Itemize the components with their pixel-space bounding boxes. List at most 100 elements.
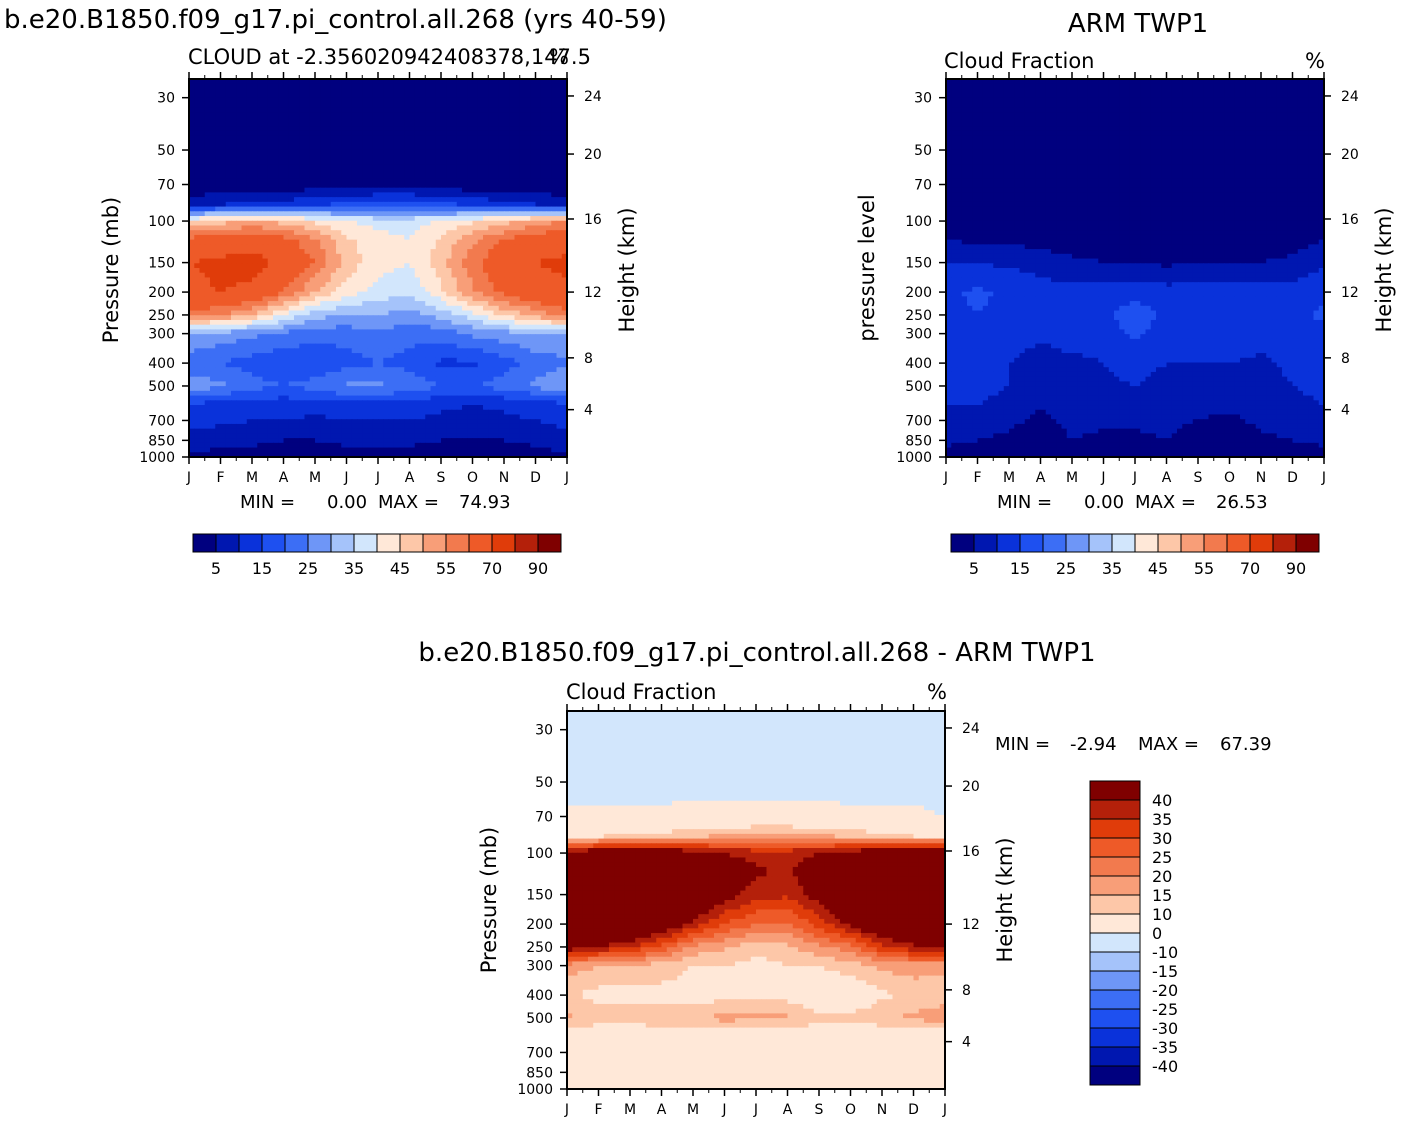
field-cell [525,367,531,373]
field-cell [472,216,479,222]
field-cell [435,239,442,245]
field-cell [309,102,316,108]
field-cell [504,282,510,288]
field-cell [367,357,374,364]
field-cell [346,286,353,293]
field-cell [519,395,526,401]
field-cell [267,310,274,316]
field-cell [425,102,432,108]
field-cell [378,381,384,387]
field-cell [367,338,374,345]
field-cell [493,197,500,203]
field-cell [530,334,537,340]
field-cell [477,268,484,274]
field-cell [231,249,237,255]
field-cell [504,286,510,293]
field-cell [346,220,353,227]
field-cell [257,121,264,127]
field-cell [351,272,358,279]
field-cell [351,353,358,359]
field-cell [551,102,558,108]
field-cell [199,220,206,227]
field-cell [367,164,374,170]
field-cell [462,79,468,85]
field-cell [304,211,311,217]
field-cell [498,348,505,354]
field-cell [409,244,416,250]
field-cell [220,296,227,302]
field-cell [252,324,258,331]
field-cell [446,343,453,349]
field-cell [425,182,432,189]
field-cell [493,173,500,179]
field-cell [273,362,279,368]
panel1-subtitle: CLOUD at -2.356020942408378,147.5 [188,45,591,69]
field-cell [509,348,516,354]
field-cell [472,338,479,345]
field-cell [194,381,201,387]
field-cell [278,182,285,189]
field-cell [273,310,279,316]
field-cell [535,334,542,340]
field-cell [304,286,311,293]
field-cell [535,79,542,85]
field-cell [493,277,500,283]
field-cell [189,371,195,378]
field-cell [435,390,442,397]
field-cell [341,135,348,142]
field-cell [414,353,421,359]
field-cell [362,173,369,179]
field-cell [262,371,269,378]
field-cell [378,88,384,94]
field-cell [483,334,489,340]
field-cell [388,301,395,307]
field-cell [420,395,426,401]
field-cell [294,310,300,316]
field-cell [204,324,211,331]
field-cell [409,348,416,354]
field-cell [456,201,463,208]
field-cell [462,145,468,151]
field-cell [514,93,521,99]
field-cell [404,334,411,340]
field-cell [351,301,358,307]
field-cell [204,376,211,383]
field-cell [477,258,484,264]
field-cell [420,121,426,127]
field-cell [467,130,474,137]
field-cell [325,258,332,264]
field-cell [530,371,537,378]
field-cell [509,145,516,151]
field-cell [525,362,531,368]
field-cell [561,395,568,401]
field-cell [388,112,395,118]
field-cell [283,93,290,99]
field-cell [493,83,500,90]
field-cell [241,93,248,99]
field-cell [498,140,505,146]
field-cell [294,315,300,321]
field-cell [509,230,516,236]
field-cell [288,338,295,345]
field-cell [525,116,531,123]
field-cell [194,258,201,264]
field-cell [530,362,537,368]
field-cell [262,286,269,293]
field-cell [488,348,495,354]
field-cell [399,395,405,401]
field-cell [246,173,253,179]
field-cell [561,324,568,331]
field-cell [341,239,348,245]
field-cell [330,249,337,255]
field-cell [509,244,516,250]
field-cell [519,249,526,255]
field-cell [514,168,521,175]
field-cell [367,296,374,302]
field-cell [393,362,400,368]
field-cell [404,178,411,184]
field-cell [246,348,253,354]
field-cell [304,244,311,250]
field-cell [441,390,447,397]
field-cell [283,353,290,359]
field-cell [351,381,358,387]
